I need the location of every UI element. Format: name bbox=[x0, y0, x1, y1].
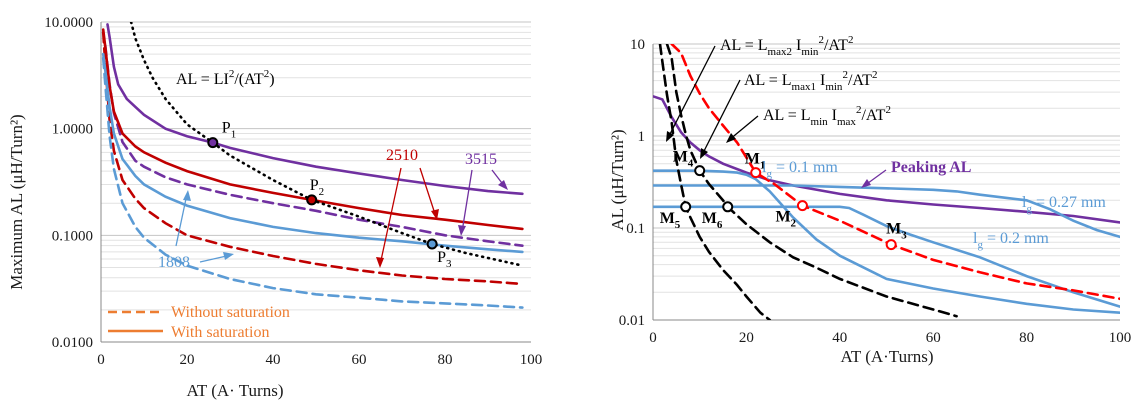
x-tick-label: 40 bbox=[832, 330, 847, 346]
point-label: M4 bbox=[673, 149, 694, 170]
label-2510: 2510 bbox=[386, 147, 418, 164]
formula-li2-label: AL = LI2/(AT2) bbox=[176, 68, 275, 88]
point-marker bbox=[750, 167, 762, 179]
right-y-axis-label: AL (μH/Turn²) bbox=[608, 129, 627, 230]
point-marker bbox=[306, 194, 318, 206]
left-legend: Without saturation With saturation bbox=[108, 304, 290, 341]
point-marker bbox=[796, 200, 808, 212]
series-line bbox=[670, 44, 1120, 301]
series-line bbox=[101, 56, 524, 309]
x-tick-label: 0 bbox=[649, 330, 657, 346]
x-tick-label: 100 bbox=[520, 352, 543, 368]
series-line bbox=[653, 205, 1120, 308]
left-y-axis-label: Maximum AL (μH/Turn²) bbox=[7, 114, 26, 289]
y-tick-label: 10.0000 bbox=[44, 15, 93, 31]
x-tick-label: 60 bbox=[352, 352, 367, 368]
point-label: M2 bbox=[775, 209, 796, 230]
right-grid bbox=[652, 43, 1120, 321]
series-line bbox=[129, 22, 524, 267]
legend-without-saturation: Without saturation bbox=[171, 304, 290, 321]
eq-lmax2-label: AL = Lmax2 Imin2/AT2 bbox=[720, 34, 853, 58]
left-tick-labels: 0.0100 0.1000 1.0000 10.0000 0 20 40 60 80 100 bbox=[44, 15, 542, 368]
series-line bbox=[101, 52, 524, 254]
series-line bbox=[665, 44, 958, 318]
x-tick-label: 20 bbox=[180, 352, 195, 368]
label-lg-0-2mm: lg = 0.2 mm bbox=[973, 230, 1049, 251]
eq-lmax1-label: AL = Lmax1 Imin2/AT2 bbox=[744, 69, 877, 93]
left-chart: P1 P2 P3 0.0100 0.1000 1.0000 10.0000 0 20 40 60 8… bbox=[7, 15, 542, 400]
y-tick-label: 1 bbox=[638, 129, 646, 145]
right-annotation-arrows bbox=[666, 45, 887, 188]
point-label: M3 bbox=[886, 221, 907, 242]
y-tick-label: 0.1000 bbox=[52, 228, 93, 244]
point-marker bbox=[722, 201, 734, 213]
point-label: P1 bbox=[222, 120, 236, 141]
x-tick-label: 20 bbox=[739, 330, 754, 346]
label-1808: 1808 bbox=[158, 254, 190, 271]
point-marker bbox=[426, 238, 438, 250]
series-line bbox=[658, 44, 772, 320]
series-line bbox=[104, 44, 524, 247]
right-series bbox=[653, 44, 1120, 320]
label-peaking-al: Peaking AL bbox=[891, 159, 971, 176]
series-line bbox=[653, 184, 1120, 239]
series-line bbox=[101, 30, 524, 286]
eq-lmin-label: AL = Lmin Imax2/AT2 bbox=[763, 104, 891, 128]
y-tick-label: 0.1 bbox=[626, 221, 645, 237]
series-line bbox=[101, 28, 524, 231]
series-line bbox=[653, 169, 1120, 314]
point-label: P2 bbox=[310, 177, 324, 198]
y-tick-label: 0.01 bbox=[619, 313, 645, 329]
y-tick-label: 0.0100 bbox=[52, 335, 93, 351]
left-x-axis-label: AT (A· Turns) bbox=[187, 381, 284, 400]
point-label: M5 bbox=[660, 210, 681, 231]
x-tick-label: 0 bbox=[97, 352, 105, 368]
left-grid bbox=[100, 21, 531, 343]
point-marker bbox=[207, 137, 219, 149]
y-tick-label: 10 bbox=[630, 37, 645, 53]
label-3515: 3515 bbox=[465, 151, 497, 168]
point-label: M6 bbox=[702, 210, 723, 231]
x-tick-label: 60 bbox=[926, 330, 941, 346]
right-x-axis-label: AT (A·Turns) bbox=[840, 347, 933, 366]
label-lg-0-27mm: lg = 0.27 mm bbox=[1022, 194, 1106, 215]
point-label: M1 bbox=[745, 151, 766, 172]
left-points: P1 P2 P3 bbox=[207, 120, 452, 270]
right-points: M1 M2 M3 M4 M5 M6 bbox=[660, 149, 907, 251]
left-annotation-arrows bbox=[175, 167, 508, 268]
point-marker bbox=[885, 239, 897, 251]
point-label: P3 bbox=[437, 249, 452, 270]
series-line bbox=[106, 23, 524, 196]
x-tick-label: 40 bbox=[266, 352, 281, 368]
x-tick-label: 80 bbox=[1019, 330, 1034, 346]
x-tick-label: 80 bbox=[438, 352, 453, 368]
point-marker bbox=[694, 165, 706, 177]
y-tick-label: 1.0000 bbox=[52, 122, 93, 138]
label-lg-0-1mm: lg = 0.1 mm bbox=[762, 159, 838, 180]
legend-with-saturation: With saturation bbox=[171, 324, 269, 341]
point-marker bbox=[680, 201, 692, 213]
x-tick-label: 100 bbox=[1109, 330, 1132, 346]
left-series bbox=[101, 22, 524, 309]
